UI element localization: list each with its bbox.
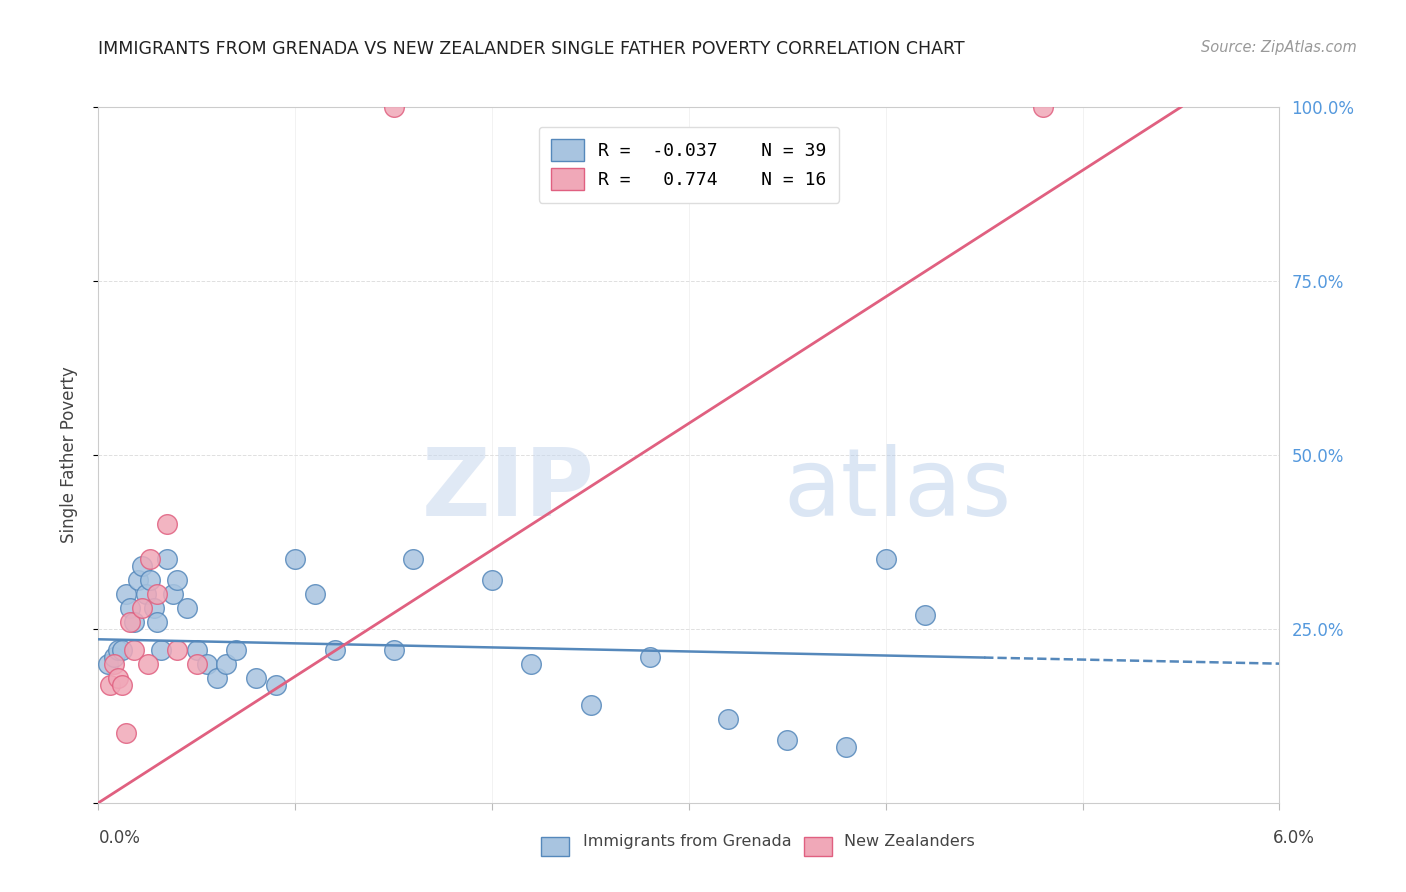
Point <box>118 601 141 615</box>
Point <box>166 573 188 587</box>
Point <box>115 587 138 601</box>
Point <box>195 657 218 671</box>
Legend: R =  -0.037    N = 39, R =   0.774    N = 16: R = -0.037 N = 39, R = 0.774 N = 16 <box>538 127 839 203</box>
Text: Source: ZipAtlas.com: Source: ZipAtlas.com <box>1201 40 1357 55</box>
Point <box>215 657 238 671</box>
Text: New Zealanders: New Zealanders <box>844 834 974 848</box>
Point <box>382 100 405 114</box>
Y-axis label: Single Father Poverty: Single Father Poverty <box>59 367 77 543</box>
Point <box>205 671 228 685</box>
Point <box>142 601 165 615</box>
Point <box>875 552 897 566</box>
Point <box>103 657 125 671</box>
Point <box>146 615 169 629</box>
Point <box>481 573 503 587</box>
Point <box>162 587 184 601</box>
Point <box>284 552 307 566</box>
Point <box>136 657 159 671</box>
Point <box>146 587 169 601</box>
Point <box>776 733 799 747</box>
Point <box>118 615 141 629</box>
Point <box>264 677 287 691</box>
Point <box>150 642 173 657</box>
Point <box>245 671 267 685</box>
Text: Immigrants from Grenada: Immigrants from Grenada <box>583 834 792 848</box>
Point <box>914 607 936 622</box>
Text: atlas: atlas <box>783 443 1012 536</box>
Point <box>638 649 661 664</box>
Point <box>717 712 740 726</box>
Point <box>131 601 153 615</box>
Text: 0.0%: 0.0% <box>98 829 141 847</box>
Point <box>382 642 405 657</box>
Point <box>156 552 179 566</box>
Point <box>520 657 543 671</box>
Point <box>115 726 138 740</box>
Point <box>111 677 134 691</box>
Point <box>225 642 247 657</box>
Point <box>107 671 129 685</box>
Point <box>186 657 208 671</box>
Point <box>111 642 134 657</box>
Point <box>107 642 129 657</box>
Point <box>127 573 149 587</box>
Point <box>166 642 188 657</box>
Point <box>138 573 160 587</box>
Point <box>103 649 125 664</box>
Text: ZIP: ZIP <box>422 443 595 536</box>
Text: 6.0%: 6.0% <box>1272 829 1315 847</box>
Point <box>97 657 120 671</box>
Point <box>122 615 145 629</box>
Point <box>323 642 346 657</box>
Point <box>186 642 208 657</box>
Point <box>122 642 145 657</box>
Point <box>135 587 157 601</box>
Point <box>98 677 121 691</box>
Point <box>138 552 160 566</box>
Text: IMMIGRANTS FROM GRENADA VS NEW ZEALANDER SINGLE FATHER POVERTY CORRELATION CHART: IMMIGRANTS FROM GRENADA VS NEW ZEALANDER… <box>98 40 965 58</box>
Point <box>131 559 153 574</box>
Point <box>402 552 425 566</box>
Point <box>835 740 858 755</box>
Point <box>176 601 198 615</box>
Point <box>579 698 602 713</box>
Point <box>304 587 326 601</box>
Point <box>1032 100 1054 114</box>
Point <box>156 517 179 532</box>
